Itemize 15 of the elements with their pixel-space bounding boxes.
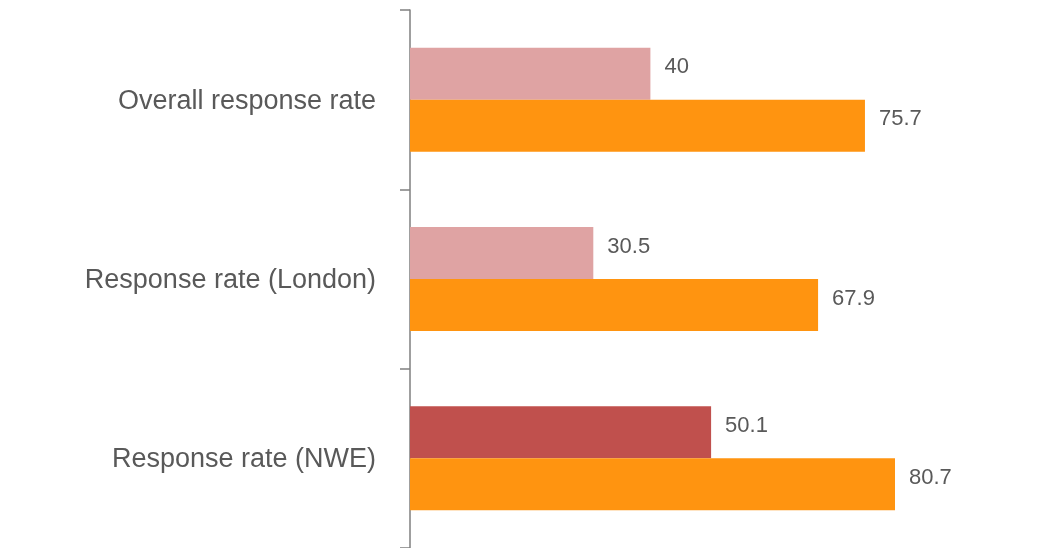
bar (410, 99, 865, 152)
bar (410, 458, 896, 511)
bar (410, 47, 651, 100)
y-tick-label: Response rate (NWE) (111, 443, 376, 474)
data-label: 67.9 (832, 284, 875, 310)
data-label: 50.1 (725, 411, 768, 437)
data-label: 30.5 (607, 232, 651, 258)
bar (410, 279, 819, 331)
bar (410, 406, 712, 459)
y-tick-label: Response rate (London) (84, 264, 376, 294)
y-tick-label: Overall response rate (117, 84, 376, 115)
data-label: 80.7 (909, 463, 952, 489)
data-label: 75.7 (878, 105, 922, 131)
bar (410, 227, 594, 279)
data-label: 40 (664, 53, 689, 79)
